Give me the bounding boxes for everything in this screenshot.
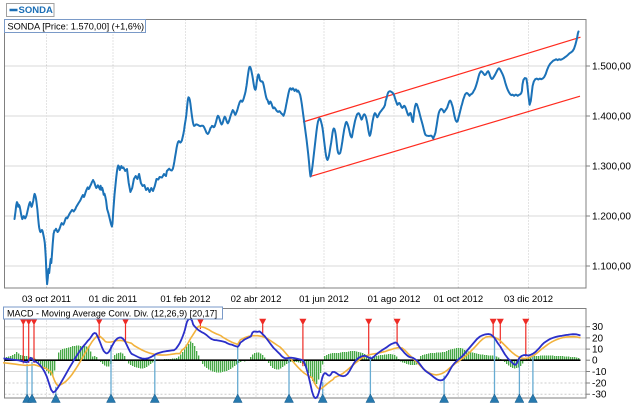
svg-text:01 dic 2011: 01 dic 2011	[89, 294, 137, 305]
svg-text:1.400,00: 1.400,00	[592, 112, 631, 123]
svg-text:1.500,00: 1.500,00	[592, 62, 631, 73]
svg-text:1.300,00: 1.300,00	[592, 162, 631, 173]
svg-text:-30: -30	[592, 390, 607, 401]
svg-text:10: 10	[592, 345, 604, 356]
svg-text:-10: -10	[592, 367, 607, 378]
svg-text:-20: -20	[592, 379, 607, 390]
svg-text:01 oct 2012: 01 oct 2012	[433, 294, 483, 305]
svg-text:20: 20	[592, 333, 604, 344]
svg-text:1.100,00: 1.100,00	[592, 262, 631, 273]
svg-text:MACD - Moving Average Conv. Di: MACD - Moving Average Conv. Div. (12,26,…	[7, 309, 217, 319]
svg-text:1.200,00: 1.200,00	[592, 212, 631, 223]
svg-text:03 oct 2011: 03 oct 2011	[22, 294, 71, 305]
svg-text:02 abr 2012: 02 abr 2012	[231, 294, 282, 305]
svg-text:0: 0	[592, 356, 598, 367]
svg-text:01 jun 2012: 01 jun 2012	[299, 294, 349, 305]
svg-text:SONDA [Price: 1.570,00] (+1,6%: SONDA [Price: 1.570,00] (+1,6%)	[8, 21, 145, 31]
svg-text:03 dic 2012: 03 dic 2012	[504, 294, 553, 305]
svg-text:01 ago 2012: 01 ago 2012	[368, 294, 421, 305]
svg-text:SONDA: SONDA	[19, 5, 53, 16]
svg-text:01 feb 2012: 01 feb 2012	[160, 294, 210, 305]
svg-text:30: 30	[592, 322, 604, 333]
